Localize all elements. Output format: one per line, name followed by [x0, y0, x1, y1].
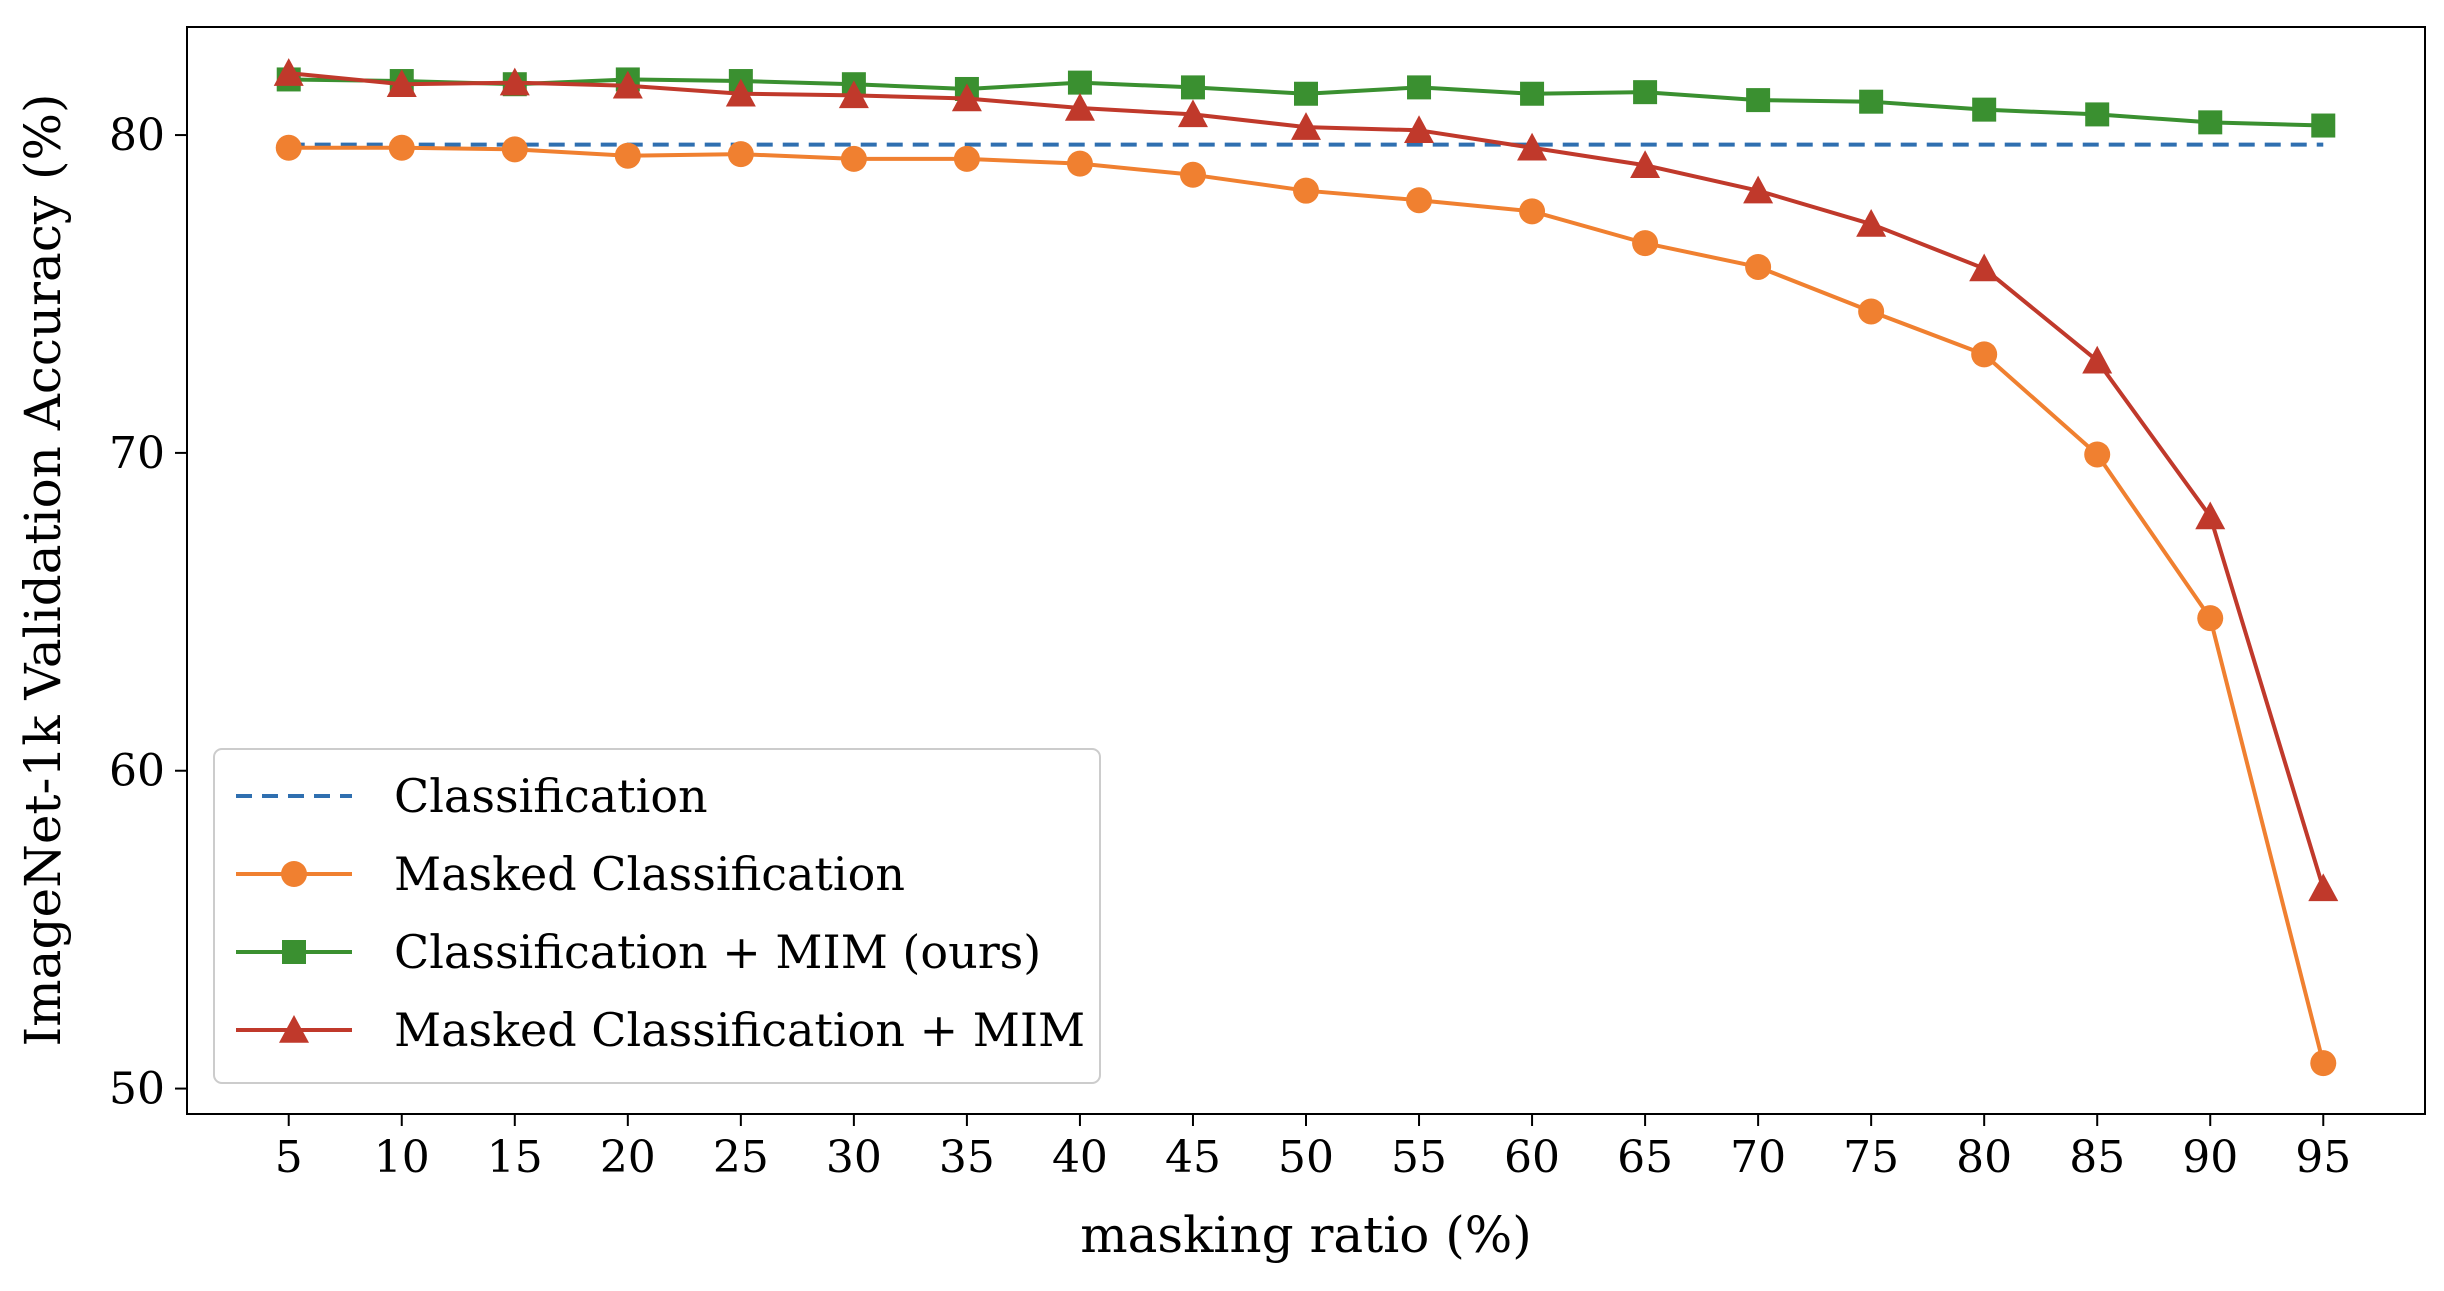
x-tick-label-1: 10 [374, 1132, 430, 1183]
series-1 [275, 134, 2337, 1077]
series-3-point-12 [1630, 150, 1661, 179]
series-3-point-0 [273, 58, 304, 86]
series-3-point-14 [1856, 209, 1887, 237]
series-1-point-7 [1066, 150, 1093, 177]
legend-label-3: Masked Classification + MIM [394, 1003, 1085, 1057]
series-3-point-10 [1404, 115, 1435, 144]
series-3-point-2 [499, 67, 530, 96]
legend-marker-3 [279, 1015, 309, 1043]
series-1-point-6 [953, 145, 980, 172]
series-3-point-16 [2082, 345, 2113, 374]
series-3-point-11 [1517, 132, 1548, 161]
y-tick-label-3: 80 [109, 110, 165, 161]
series-2-point-7 [1067, 70, 1092, 95]
x-tick-label-4: 25 [713, 1132, 769, 1183]
series-3-point-7 [1064, 93, 1095, 121]
series-1-point-17 [2197, 605, 2224, 632]
x-tick-label-17: 90 [2182, 1132, 2238, 1183]
series-2-point-18 [2311, 113, 2336, 138]
x-tick-label-10: 55 [1391, 1132, 1447, 1183]
series-3-point-18 [2308, 873, 2339, 902]
legend-box [213, 748, 1101, 1084]
x-tick-label-12: 65 [1617, 1132, 1673, 1183]
series-3 [273, 58, 2339, 902]
legend-marker-1 [281, 861, 307, 887]
x-tick-label-11: 60 [1504, 1132, 1560, 1183]
series-1-point-0 [275, 134, 302, 161]
series-1-point-15 [1971, 341, 1998, 368]
legend-marker-2 [282, 940, 306, 964]
series-2-point-8 [1180, 75, 1205, 100]
x-tick-label-13: 70 [1730, 1132, 1786, 1183]
legend-label-2: Classification + MIM (ours) [394, 925, 1041, 979]
x-tick-label-9: 50 [1278, 1132, 1334, 1183]
series-3-point-9 [1291, 112, 1321, 140]
x-tick-label-16: 85 [2069, 1132, 2125, 1183]
series-2-point-17 [2198, 110, 2223, 135]
series-3-point-17 [2195, 501, 2226, 530]
series-2-point-15 [1972, 97, 1997, 122]
series-2-point-13 [1746, 88, 1771, 113]
series-1-point-12 [1632, 230, 1659, 257]
y-tick-label-0: 50 [109, 1064, 165, 1115]
series-1-point-13 [1745, 253, 1772, 280]
series-1-point-11 [1519, 198, 1546, 225]
legend-label-0: Classification [394, 769, 708, 823]
series-3-point-15 [1969, 253, 2000, 282]
series-1-point-5 [840, 145, 867, 172]
y-axis-label: ImageNet-1k Validation Accuracy (%) [14, 93, 72, 1046]
series-1-point-1 [388, 134, 415, 161]
y-tick-label-1: 60 [109, 746, 165, 797]
x-tick-label-15: 80 [1956, 1132, 2012, 1183]
series-1-point-16 [2084, 441, 2111, 468]
x-tick-label-14: 75 [1843, 1132, 1899, 1183]
x-tick-label-18: 95 [2295, 1132, 2351, 1183]
series-3-point-6 [951, 83, 982, 112]
series-3-point-13 [1743, 175, 1774, 204]
x-tick-label-3: 20 [600, 1132, 656, 1183]
series-3-point-1 [386, 69, 417, 97]
series-1-point-18 [2310, 1050, 2337, 1077]
series-1-point-14 [1858, 298, 1885, 325]
x-axis-label: masking ratio (%) [1080, 1206, 1532, 1264]
x-tick-label-8: 45 [1165, 1132, 1221, 1183]
legend-label-1: Masked Classification [394, 847, 905, 901]
y-tick-label-2: 70 [109, 428, 165, 479]
x-tick-label-6: 35 [939, 1132, 995, 1183]
series-3-point-5 [838, 80, 869, 109]
series-2-point-16 [2085, 102, 2110, 127]
series-2-point-12 [1633, 80, 1658, 105]
series-1-point-9 [1293, 177, 1319, 204]
series-2-point-14 [1859, 89, 1884, 114]
series-3-point-8 [1177, 99, 1208, 128]
series-1-point-4 [727, 141, 754, 168]
legend: Classification Masked Classification Class… [213, 748, 1101, 1084]
series-2-point-9 [1294, 81, 1318, 106]
x-tick-label-5: 30 [826, 1132, 882, 1183]
series-1-point-2 [501, 136, 528, 163]
x-tick-label-7: 40 [1052, 1132, 1108, 1183]
x-tick-label-2: 15 [487, 1132, 543, 1183]
series-2-point-10 [1407, 75, 1432, 100]
series-layer [273, 58, 2339, 1077]
ticks-layer: 5 10 15 20 25 30 35 40 45 50 55 60 65 70 75 80 85 90 95 50 6… [109, 110, 2351, 1183]
series-3-point-3 [612, 70, 643, 99]
x-tick-label-0: 5 [275, 1132, 303, 1183]
series-3-point-4 [725, 78, 756, 107]
series-1-point-3 [614, 142, 641, 169]
series-1-point-8 [1179, 161, 1206, 188]
series-1-point-10 [1406, 187, 1433, 214]
series-2-point-11 [1520, 81, 1545, 106]
